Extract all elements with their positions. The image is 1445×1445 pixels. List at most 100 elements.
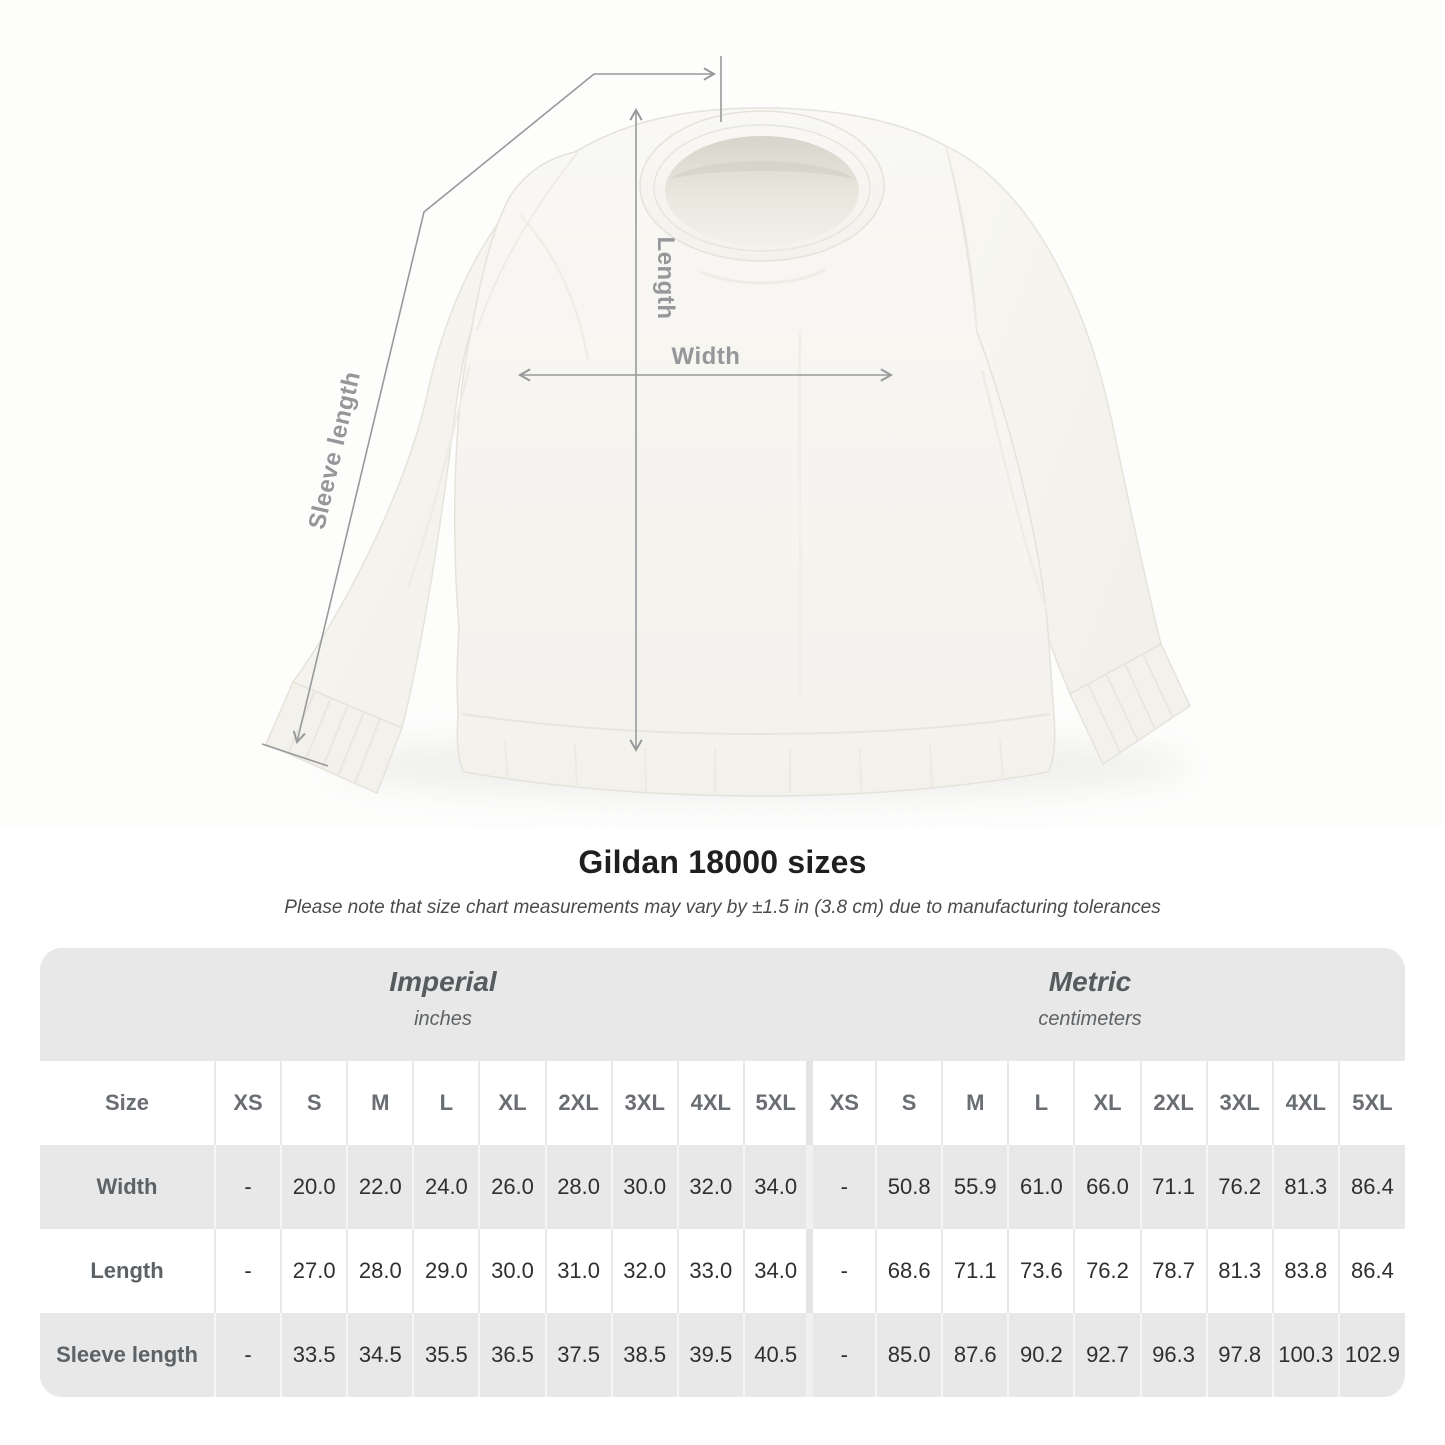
- section-imperial: Imperial inches: [233, 948, 653, 1031]
- hem-ribbing: [504, 739, 1004, 793]
- width-imperial-s: 20.0: [280, 1145, 348, 1229]
- sleeve-metric-xl: 92.7: [1073, 1313, 1141, 1397]
- size-header-metric-l: L: [1007, 1061, 1075, 1145]
- sleeve-metric-2xl: 96.3: [1139, 1313, 1207, 1397]
- width-imperial-xs: -: [213, 1145, 282, 1229]
- row-label-length: Length: [40, 1229, 215, 1313]
- size-header-metric-s: S: [875, 1061, 943, 1145]
- product-figure: Length Width Sleeve length: [261, 56, 1191, 800]
- row-label-width: Width: [40, 1145, 215, 1229]
- sleeve-imperial-2xl: 37.5: [544, 1313, 612, 1397]
- width-imperial-3xl: 30.0: [610, 1145, 678, 1229]
- sleeve-imperial-l: 35.5: [412, 1313, 480, 1397]
- width-imperial-2xl: 28.0: [544, 1145, 612, 1229]
- size-header-imperial-4xl: 4XL: [676, 1061, 744, 1145]
- size-header-imperial-xs: XS: [213, 1061, 282, 1145]
- row-label-sleeve-length: Sleeve length: [40, 1313, 215, 1397]
- sleeve-imperial-xs: -: [213, 1313, 282, 1397]
- length-metric-l: 73.6: [1007, 1229, 1075, 1313]
- width-metric-xl: 66.0: [1073, 1145, 1141, 1229]
- sleeve-metric-5xl: 102.9: [1337, 1313, 1405, 1397]
- size-header-metric-3xl: 3XL: [1205, 1061, 1273, 1145]
- sleeve-metric-m: 87.6: [941, 1313, 1009, 1397]
- sleeve-imperial-4xl: 39.5: [676, 1313, 744, 1397]
- collar: [639, 110, 885, 262]
- length-metric-4xl: 83.8: [1271, 1229, 1339, 1313]
- size-header-row: Size XS S M L XL 2XL 3XL 4XL 5XL XS S M …: [40, 1061, 1405, 1145]
- width-imperial-xl: 26.0: [478, 1145, 546, 1229]
- measurement-lines: [261, 56, 894, 767]
- sleeve-imperial-5xl: 40.5: [742, 1313, 810, 1397]
- sleeve-imperial-3xl: 38.5: [610, 1313, 678, 1397]
- width-label: Width: [672, 343, 741, 370]
- sleeve-metric-3xl: 97.8: [1205, 1313, 1273, 1397]
- size-header-imperial-2xl: 2XL: [544, 1061, 612, 1145]
- tolerance-note: Please note that size chart measurements…: [284, 897, 1161, 918]
- size-header-imperial-m: M: [346, 1061, 414, 1145]
- length-imperial-2xl: 31.0: [544, 1229, 612, 1313]
- length-metric-5xl: 86.4: [1337, 1229, 1405, 1313]
- size-header-metric-xs: XS: [806, 1061, 877, 1145]
- length-imperial-4xl: 33.0: [676, 1229, 744, 1313]
- table-row-width: Width - 20.0 22.0 24.0 26.0 28.0 30.0 32…: [40, 1145, 1405, 1229]
- sleeve-length-line: [292, 73, 595, 744]
- section-metric-unit: centimeters: [1038, 1008, 1142, 1030]
- sleeve-imperial-xl: 36.5: [478, 1313, 546, 1397]
- width-imperial-l: 24.0: [412, 1145, 480, 1229]
- size-table: Imperial inches Metric centimeters Size …: [40, 948, 1405, 1397]
- size-header-metric-xl: XL: [1073, 1061, 1141, 1145]
- length-imperial-3xl: 32.0: [610, 1229, 678, 1313]
- width-metric-s: 50.8: [875, 1145, 943, 1229]
- length-label: Length: [652, 237, 679, 320]
- width-metric-l: 61.0: [1007, 1145, 1075, 1229]
- table-row-length: Length - 27.0 28.0 29.0 30.0 31.0 32.0 3…: [40, 1229, 1405, 1313]
- length-imperial-5xl: 34.0: [742, 1229, 810, 1313]
- width-metric-m: 55.9: [941, 1145, 1009, 1229]
- width-metric-4xl: 81.3: [1271, 1145, 1339, 1229]
- size-header-imperial-xl: XL: [478, 1061, 546, 1145]
- size-header-metric-2xl: 2XL: [1139, 1061, 1207, 1145]
- length-metric-2xl: 78.7: [1139, 1229, 1207, 1313]
- section-metric: Metric centimeters: [880, 948, 1300, 1031]
- size-header-imperial-3xl: 3XL: [610, 1061, 678, 1145]
- length-metric-xs: -: [806, 1229, 877, 1313]
- sleeve-metric-l: 90.2: [1007, 1313, 1075, 1397]
- length-imperial-xl: 30.0: [478, 1229, 546, 1313]
- length-metric-3xl: 81.3: [1205, 1229, 1273, 1313]
- length-metric-s: 68.6: [875, 1229, 943, 1313]
- section-metric-name: Metric: [1048, 966, 1132, 997]
- table-row-sleeve-length: Sleeve length - 33.5 34.5 35.5 36.5 37.5…: [40, 1313, 1405, 1397]
- length-metric-xl: 76.2: [1073, 1229, 1141, 1313]
- width-metric-xs: -: [806, 1145, 877, 1229]
- size-table-grid: Size XS S M L XL 2XL 3XL 4XL 5XL XS S M …: [40, 1061, 1405, 1397]
- sleeve-imperial-s: 33.5: [280, 1313, 348, 1397]
- size-header-imperial-5xl: 5XL: [742, 1061, 810, 1145]
- sleeve-metric-xs: -: [806, 1313, 877, 1397]
- sleeve-end-tick: [261, 743, 329, 767]
- size-column-header: Size: [40, 1061, 215, 1145]
- length-imperial-s: 27.0: [280, 1229, 348, 1313]
- sleeve-metric-s: 85.0: [875, 1313, 943, 1397]
- length-metric-m: 71.1: [941, 1229, 1009, 1313]
- length-imperial-xs: -: [213, 1229, 282, 1313]
- size-header-metric-4xl: 4XL: [1271, 1061, 1339, 1145]
- garment-folds: [406, 145, 1048, 701]
- length-imperial-l: 29.0: [412, 1229, 480, 1313]
- width-metric-2xl: 71.1: [1139, 1145, 1207, 1229]
- width-metric-3xl: 76.2: [1205, 1145, 1273, 1229]
- section-imperial-name: Imperial: [389, 966, 497, 997]
- size-header-metric-m: M: [941, 1061, 1009, 1145]
- width-metric-5xl: 86.4: [1337, 1145, 1405, 1229]
- width-imperial-m: 22.0: [346, 1145, 414, 1229]
- unit-section-band: Imperial inches Metric centimeters: [40, 948, 1405, 1061]
- size-header-imperial-l: L: [412, 1061, 480, 1145]
- sleeve-imperial-m: 34.5: [346, 1313, 414, 1397]
- size-header-imperial-s: S: [280, 1061, 348, 1145]
- width-imperial-4xl: 32.0: [676, 1145, 744, 1229]
- size-header-metric-5xl: 5XL: [1337, 1061, 1405, 1145]
- garment-image: Length Width Sleeve length: [261, 56, 1191, 800]
- right-cuff: [1069, 642, 1191, 766]
- length-imperial-m: 28.0: [346, 1229, 414, 1313]
- width-imperial-5xl: 34.0: [742, 1145, 810, 1229]
- section-imperial-unit: inches: [414, 1008, 472, 1030]
